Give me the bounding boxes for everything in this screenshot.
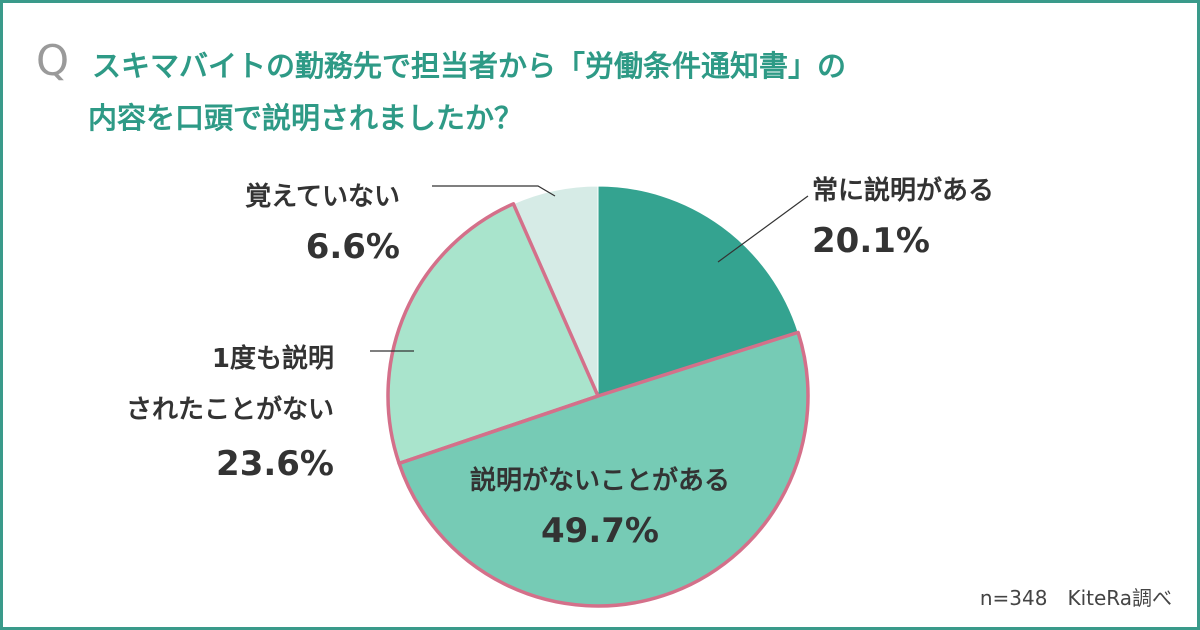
slice-label-always: 常に説明がある 20.1% xyxy=(812,170,994,261)
pie-slices xyxy=(387,185,809,607)
question-line-2: 内容を口頭で説明されましたか？ xyxy=(88,101,524,135)
leader-line-unknown xyxy=(432,185,556,197)
slice-label-sometimes: 説明がないことがある 49.7% xyxy=(470,460,730,551)
leader-line-always xyxy=(717,195,809,263)
slice-label-value: 20.1% xyxy=(812,221,930,261)
question-title: スキマバイトの勤務先で担当者から「労働条件通知書」の 内容を口頭で説明されました… xyxy=(88,40,847,144)
slice-label-value: 6.6% xyxy=(305,227,400,267)
slice-label-name: 説明がないことがある xyxy=(469,466,731,496)
slice-label-unknown: 覚えていない 6.6% xyxy=(245,176,400,267)
slice-label-value: 49.7% xyxy=(541,511,659,551)
slice-label-name: 常に説明がある xyxy=(812,176,995,206)
pie-slice-border-sometimes xyxy=(397,330,810,608)
leader-lines xyxy=(370,185,809,352)
slice-label-name-line1: 1度も説明 xyxy=(211,344,334,374)
question-line-1: スキマバイトの勤務先で担当者から「労働条件通知書」の xyxy=(92,49,847,83)
slice-label-never: 1度も説明 されたことがない 23.6% xyxy=(126,338,334,484)
question-mark: Q xyxy=(36,36,70,85)
slice-label-value: 23.6% xyxy=(216,444,334,484)
footnote: n=348 KiteRa調べ xyxy=(979,586,1172,610)
slice-label-name: 覚えていない xyxy=(245,182,400,212)
pie-slice-always xyxy=(597,185,799,397)
pie-slice-border-never xyxy=(386,202,600,466)
slice-label-name-line2: されたことがない xyxy=(125,395,334,425)
pie-highlight-borders xyxy=(386,202,810,608)
